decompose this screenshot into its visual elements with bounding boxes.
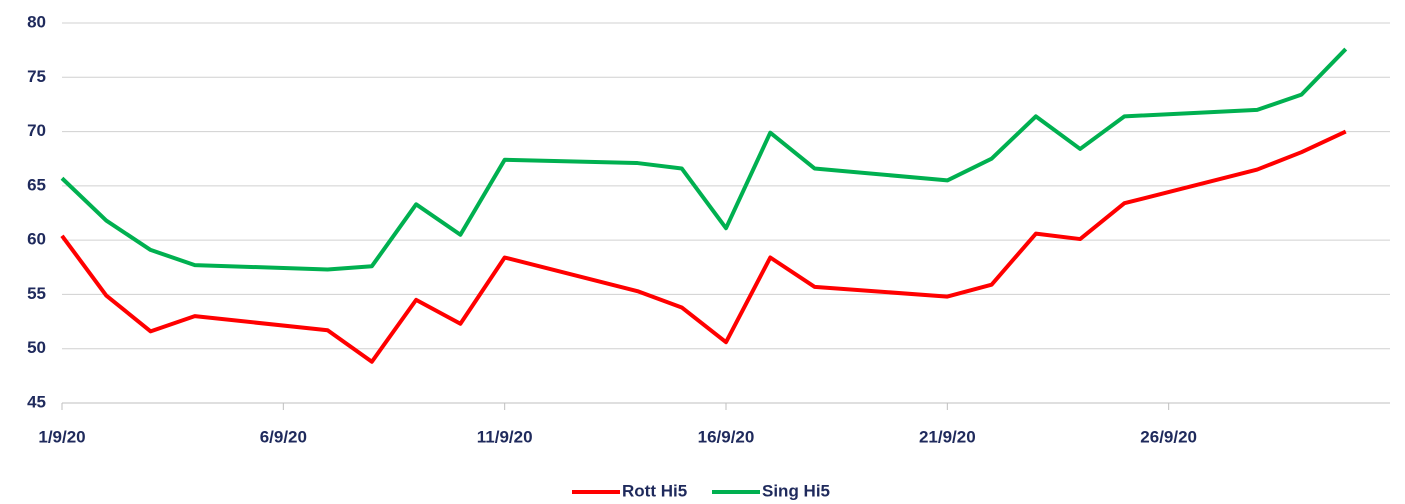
x-tick-label: 26/9/20 bbox=[1140, 427, 1197, 446]
y-tick-label: 50 bbox=[27, 338, 46, 357]
y-tick-label: 65 bbox=[27, 175, 46, 194]
y-tick-label: 60 bbox=[27, 230, 46, 249]
series-line bbox=[60, 47, 1348, 272]
y-tick-label: 75 bbox=[27, 67, 46, 86]
y-tick-label: 80 bbox=[27, 12, 46, 31]
legend-label: Rott Hi5 bbox=[622, 481, 687, 500]
x-tick-label: 21/9/20 bbox=[919, 427, 976, 446]
x-tick-label: 11/9/20 bbox=[477, 427, 533, 446]
legend-label: Sing Hi5 bbox=[762, 481, 830, 500]
x-tick-label: 6/9/20 bbox=[260, 427, 307, 446]
x-tick-label: 1/9/20 bbox=[38, 427, 85, 446]
y-tick-label: 55 bbox=[27, 284, 46, 303]
y-tick-label: 70 bbox=[27, 121, 46, 140]
y-tick-label: 45 bbox=[27, 392, 46, 411]
x-tick-label: 16/9/20 bbox=[698, 427, 755, 446]
series-line bbox=[60, 129, 1347, 364]
